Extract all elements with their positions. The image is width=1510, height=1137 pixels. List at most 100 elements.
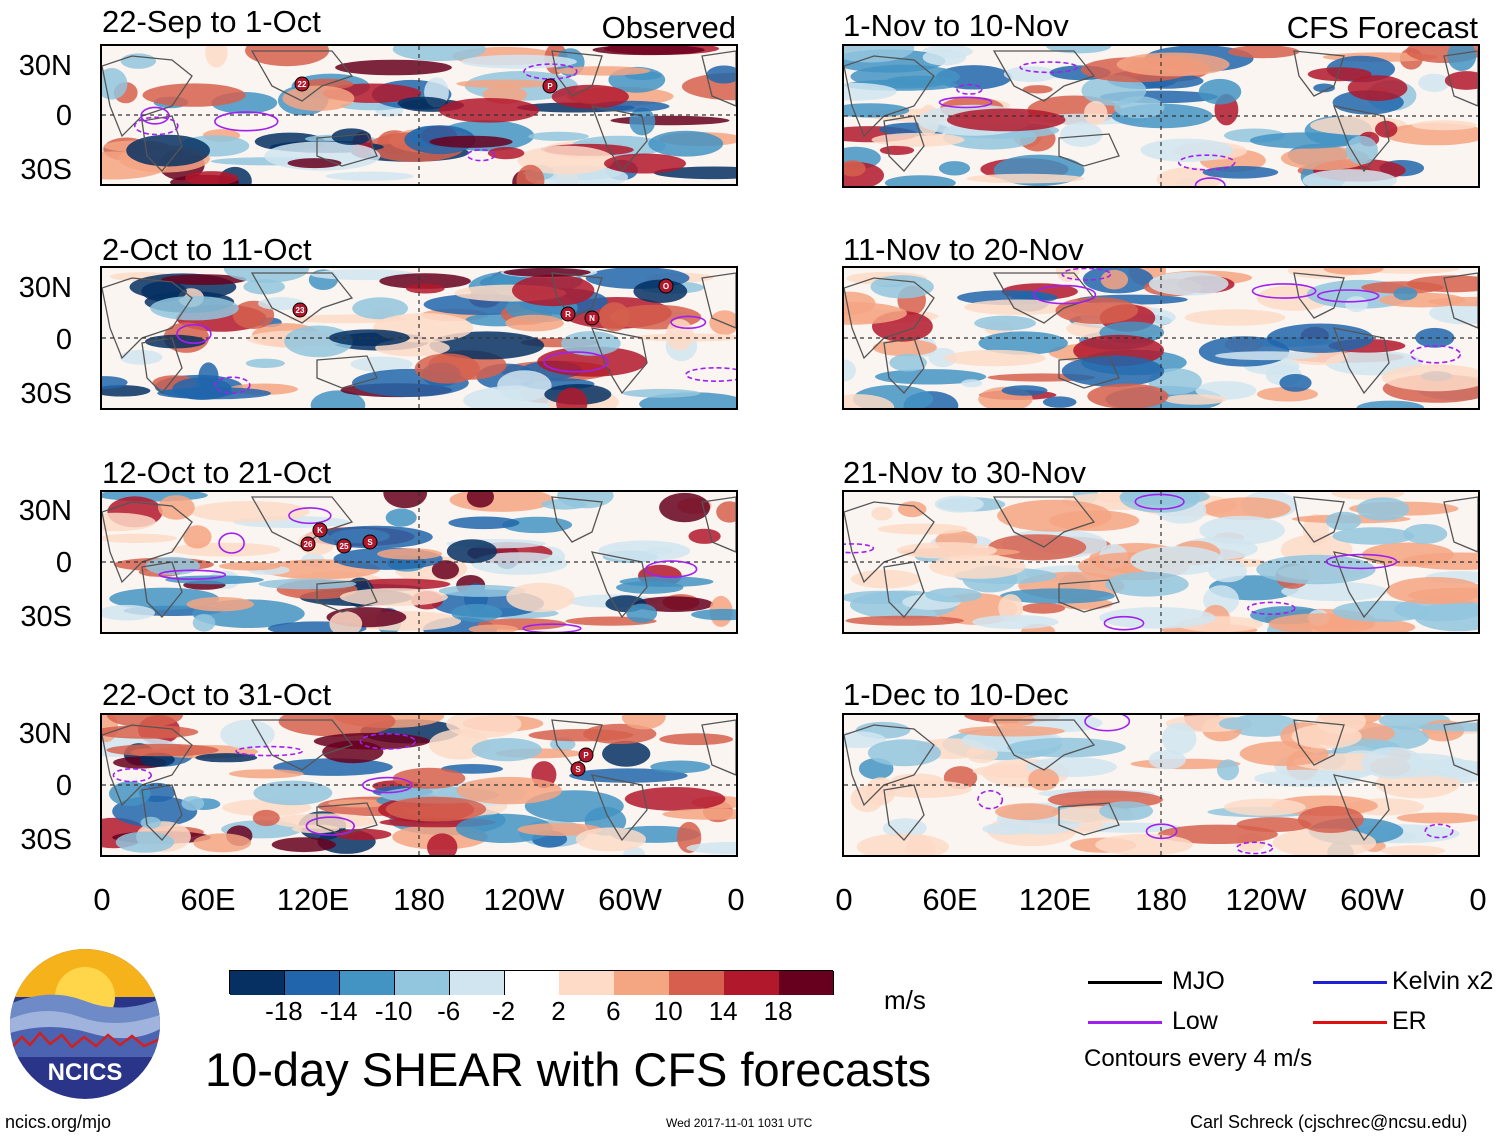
shear-anomaly-blob xyxy=(896,542,997,559)
shear-anomaly-blob xyxy=(1291,724,1362,749)
shear-anomaly-blob xyxy=(516,164,545,184)
storm-marker: R xyxy=(560,306,576,322)
shear-anomaly-blob xyxy=(471,738,542,762)
shear-anomaly-blob xyxy=(258,578,357,590)
shear-anomaly-blob xyxy=(995,803,1060,821)
shear-anomaly-blob xyxy=(1202,497,1291,521)
storm-marker: N xyxy=(584,310,600,326)
storm-label: 26 xyxy=(304,540,313,549)
lon-label: 0 xyxy=(727,882,745,917)
low-contour xyxy=(112,767,152,783)
low-contour xyxy=(1145,823,1178,840)
coastline xyxy=(701,272,736,329)
shear-anomaly-blob xyxy=(102,604,155,621)
low-contour xyxy=(543,351,609,373)
shear-anomaly-blob xyxy=(528,729,634,742)
shear-anomaly-blob xyxy=(1022,85,1053,94)
shear-anomaly-blob xyxy=(385,796,487,822)
colorbar-swatch xyxy=(339,971,396,995)
low-contour xyxy=(1236,841,1274,855)
shear-anomaly-blob xyxy=(282,85,355,111)
low-contour xyxy=(359,732,416,750)
shear-anomaly-blob xyxy=(446,715,522,738)
low-contour xyxy=(214,376,251,394)
low-contour xyxy=(844,543,875,554)
shear-anomaly-blob xyxy=(512,274,595,307)
shear-anomaly-blob xyxy=(170,542,281,557)
low-contour xyxy=(305,816,356,836)
shear-anomaly-blob xyxy=(429,135,513,148)
shear-anomaly-blob xyxy=(561,331,621,356)
shear-anomaly-blob xyxy=(1199,515,1285,545)
shear-anomaly-blob xyxy=(1007,737,1126,758)
shear-anomaly-blob xyxy=(102,512,156,532)
coastline xyxy=(590,105,648,173)
shear-anomaly-blob xyxy=(1396,812,1478,824)
shear-anomaly-blob xyxy=(922,49,967,66)
shear-anomaly-blob xyxy=(106,743,219,757)
shear-anomaly-blob xyxy=(844,160,866,177)
lon-label: 120E xyxy=(276,882,350,917)
shear-anomaly-blob xyxy=(1360,268,1460,274)
shear-anomaly-blob xyxy=(882,818,927,839)
footer-link[interactable]: ncics.org/mjo xyxy=(5,1112,112,1132)
shear-anomaly-blob xyxy=(1095,833,1193,855)
shear-anomaly-blob xyxy=(451,603,503,623)
coastline xyxy=(992,50,1096,102)
shear-anomaly-blob xyxy=(686,842,736,855)
shear-anomaly-blob xyxy=(1307,67,1372,82)
coastline xyxy=(551,272,603,319)
lon-label: 0 xyxy=(835,882,853,917)
colorbar-swatch xyxy=(669,971,725,995)
shear-anomaly-blob xyxy=(456,813,553,843)
shear-anomaly-blob xyxy=(1114,96,1165,119)
shear-anomaly-blob xyxy=(844,359,856,382)
coastline xyxy=(883,115,925,172)
low-contour xyxy=(361,776,413,794)
shear-anomaly-blob xyxy=(621,715,666,730)
shear-anomaly-blob xyxy=(1272,828,1377,855)
panel-tag: Observed xyxy=(601,10,736,45)
shear-anomaly-blob xyxy=(223,268,310,283)
storm-marker: K xyxy=(312,522,328,538)
shear-anomaly-blob xyxy=(1215,351,1319,361)
storm-marker: 25 xyxy=(336,538,352,554)
colorbar-tick-label: 14 xyxy=(708,996,738,1026)
storm-label: K xyxy=(317,526,323,535)
shear-anomaly-blob xyxy=(406,283,445,294)
storm-marker: P xyxy=(542,78,558,94)
shear-anomaly-blob xyxy=(889,353,927,372)
storm-marker: 22 xyxy=(294,76,310,92)
shear-anomaly-blob xyxy=(385,508,417,527)
shear-anomaly-blob xyxy=(844,103,910,118)
shear-anomaly-blob xyxy=(352,297,408,320)
low-contour xyxy=(214,111,279,132)
low-contour xyxy=(1134,493,1185,510)
shear-anomaly-blob xyxy=(431,560,459,580)
shear-anomaly-blob xyxy=(1218,717,1252,730)
shear-anomaly-blob xyxy=(929,554,1026,579)
shear-anomaly-blob xyxy=(183,525,212,549)
coastline xyxy=(141,784,183,841)
shear-anomaly-blob xyxy=(165,575,264,585)
shear-anomaly-blob xyxy=(1099,607,1216,629)
shear-anomaly-blob xyxy=(441,764,503,774)
shear-anomaly-blob xyxy=(551,84,629,109)
shear-anomaly-blob xyxy=(438,584,526,597)
shear-anomaly-blob xyxy=(537,346,648,377)
shear-anomaly-blob xyxy=(466,492,494,508)
shear-anomaly-blob xyxy=(998,594,1024,622)
storm-label: S xyxy=(575,765,581,774)
shear-anomaly-blob xyxy=(1403,523,1448,544)
low-contour xyxy=(1103,615,1145,631)
logo-text: NCICS xyxy=(48,1059,123,1086)
shear-anomaly-blob xyxy=(648,130,724,157)
shear-map: 23 R N O xyxy=(100,266,738,410)
panel-tag: CFS Forecast xyxy=(1286,10,1478,45)
storm-label: R xyxy=(565,310,571,319)
shear-anomaly-blob xyxy=(1345,135,1378,165)
shear-anomaly-blob xyxy=(313,732,430,750)
shear-anomaly-blob xyxy=(258,297,304,311)
lon-label: 60E xyxy=(922,882,978,917)
storm-marker: P xyxy=(578,747,594,763)
